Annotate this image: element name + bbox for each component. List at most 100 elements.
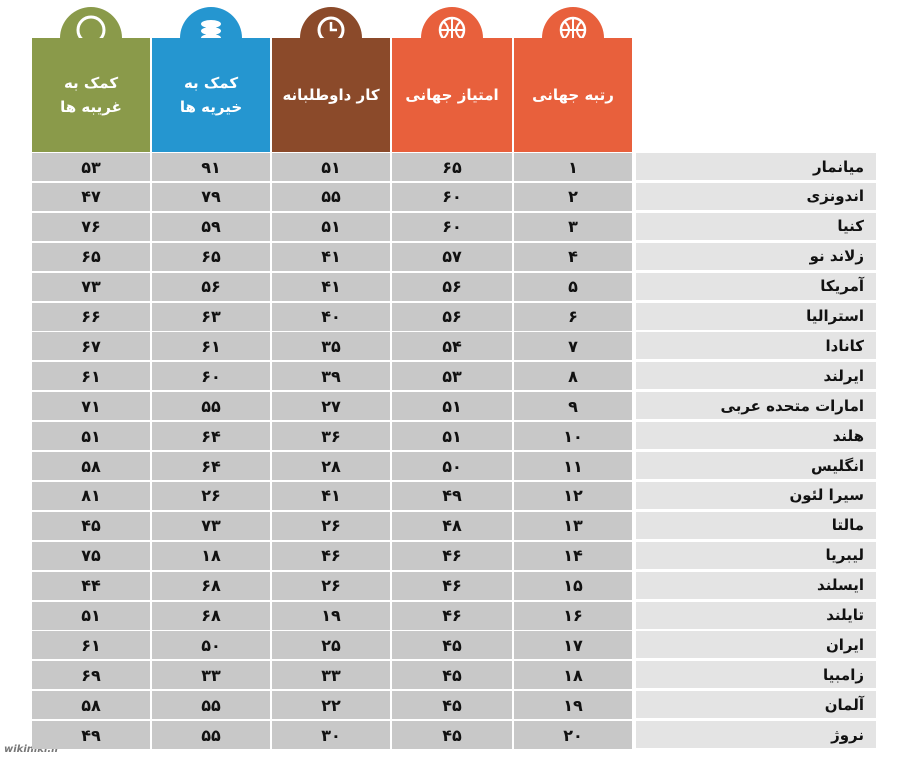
table-cell: ۶۰	[152, 362, 270, 391]
table-cell: ۳۹	[272, 362, 390, 391]
header-text: غریبه ها	[60, 98, 122, 116]
table-cell: ۵۱	[392, 422, 512, 451]
country-name: آلمان	[636, 691, 876, 719]
table-cell: ۳۳	[152, 661, 270, 690]
table-cell: ۳۶	[272, 422, 390, 451]
table-cell: ۱۳	[514, 511, 632, 540]
table-cell: ۶۱	[32, 631, 150, 660]
table-cell: ۴۶	[392, 541, 512, 570]
table-cell: ۳	[514, 212, 632, 241]
table-cell: ۱۶	[514, 601, 632, 630]
table-cell: ۶۴	[152, 422, 270, 451]
country-name: امارات متحده عربی	[636, 392, 876, 420]
country-name: ایسلند	[636, 571, 876, 599]
table-cell: ۲۵	[272, 631, 390, 660]
table-cell: ۴۵	[32, 511, 150, 540]
table-cell: ۱۹	[272, 601, 390, 630]
table-cell: ۴۱	[272, 481, 390, 510]
table-cell: ۱	[514, 153, 632, 181]
table-cell: ۲۶	[152, 481, 270, 510]
table-cell: ۶۹	[32, 661, 150, 690]
table-cell: ۵۵	[272, 182, 390, 211]
table-cell: ۵۸	[32, 452, 150, 480]
table-cell: ۷۶	[32, 212, 150, 241]
table-cell: ۴۶	[272, 541, 390, 570]
table-cell: ۲۷	[272, 392, 390, 421]
table-cell: ۹۱	[152, 153, 270, 181]
country-name: تایلند	[636, 601, 876, 629]
table-cell: ۵۱	[392, 392, 512, 421]
table-cell: ۴۶	[392, 601, 512, 630]
table-cell: ۱۸	[514, 661, 632, 690]
table-cell: ۴۵	[392, 661, 512, 690]
table-cell: ۴۷	[32, 182, 150, 211]
country-name: زلاند نو	[636, 242, 876, 270]
icon-clock	[300, 7, 362, 44]
table-cell: ۶۵	[32, 242, 150, 271]
table-cell: ۵۳	[32, 153, 150, 181]
table-cell: ۶۱	[152, 332, 270, 361]
table-cell: ۵۱	[272, 212, 390, 241]
icon-globe	[421, 7, 483, 44]
table-cell: ۶	[514, 302, 632, 331]
table-cell: ۵۱	[32, 422, 150, 451]
table-cell: ۲۶	[272, 571, 390, 600]
table-cell: ۴	[514, 242, 632, 271]
header-text: کمک به	[63, 74, 119, 92]
table-cell: ۵۶	[152, 272, 270, 301]
table-cell: ۶۱	[32, 362, 150, 391]
column-header: رتبه جهانی	[514, 38, 632, 152]
column-header: امتیاز جهانی	[392, 38, 512, 152]
table-cell: ۴۸	[392, 511, 512, 540]
country-name: انگلیس	[636, 452, 876, 479]
table-cell: ۸	[514, 362, 632, 391]
table-cell: ۵۰	[392, 452, 512, 480]
table-cell: ۱۷	[514, 631, 632, 660]
country-name: ایران	[636, 631, 876, 659]
country-name: استرالیا	[636, 302, 876, 330]
table-cell: ۳۰	[272, 721, 390, 750]
table-cell: ۵۹	[152, 212, 270, 241]
header-text: رتبه جهانی	[532, 86, 614, 104]
column-header: کمک به خیریه ها	[152, 38, 270, 152]
table-cell: ۲۲	[272, 691, 390, 720]
table-cell: ۱۸	[152, 541, 270, 570]
table-cell: ۲۰	[514, 721, 632, 750]
country-name: میانمار	[636, 153, 876, 180]
table-cell: ۱۰	[514, 422, 632, 451]
table-cell: ۲۶	[272, 511, 390, 540]
header-text: کمک به	[183, 74, 239, 92]
table-cell: ۶۸	[152, 571, 270, 600]
table-cell: ۷	[514, 332, 632, 361]
table-cell: ۶۰	[392, 212, 512, 241]
header-text: خیریه ها	[179, 98, 243, 116]
table-cell: ۳۳	[272, 661, 390, 690]
table-cell: ۶۵	[392, 153, 512, 181]
table-cell: ۷۱	[32, 392, 150, 421]
country-name: هلند	[636, 422, 876, 450]
header-text: کار داوطلبانه	[282, 86, 380, 104]
table-cell: ۴۶	[392, 571, 512, 600]
table-cell: ۶۰	[392, 182, 512, 211]
table-cell: ۹	[514, 392, 632, 421]
table-cell: ۷۵	[32, 541, 150, 570]
table-cell: ۵۵	[152, 721, 270, 750]
table-cell: ۵	[514, 272, 632, 301]
table-cell: ۴۵	[392, 721, 512, 750]
table-cell: ۵۸	[32, 691, 150, 720]
table-cell: ۵۵	[152, 392, 270, 421]
table-cell: ۷۳	[32, 272, 150, 301]
table-cell: ۱۹	[514, 691, 632, 720]
country-name: اندونزی	[636, 182, 876, 210]
country-name: کنیا	[636, 212, 876, 240]
icon-coins	[180, 7, 242, 42]
country-name: زامبیا	[636, 661, 876, 689]
country-name: نروژ	[636, 721, 876, 749]
table-cell: ۴۵	[392, 631, 512, 660]
table-cell: ۲۸	[272, 452, 390, 480]
table-cell: ۵۱	[272, 153, 390, 181]
table-cell: ۴۰	[272, 302, 390, 331]
table-cell: ۲	[514, 182, 632, 211]
column-header: کمک به غریبه ها	[32, 38, 150, 152]
country-name: سیرا لئون	[636, 481, 876, 509]
